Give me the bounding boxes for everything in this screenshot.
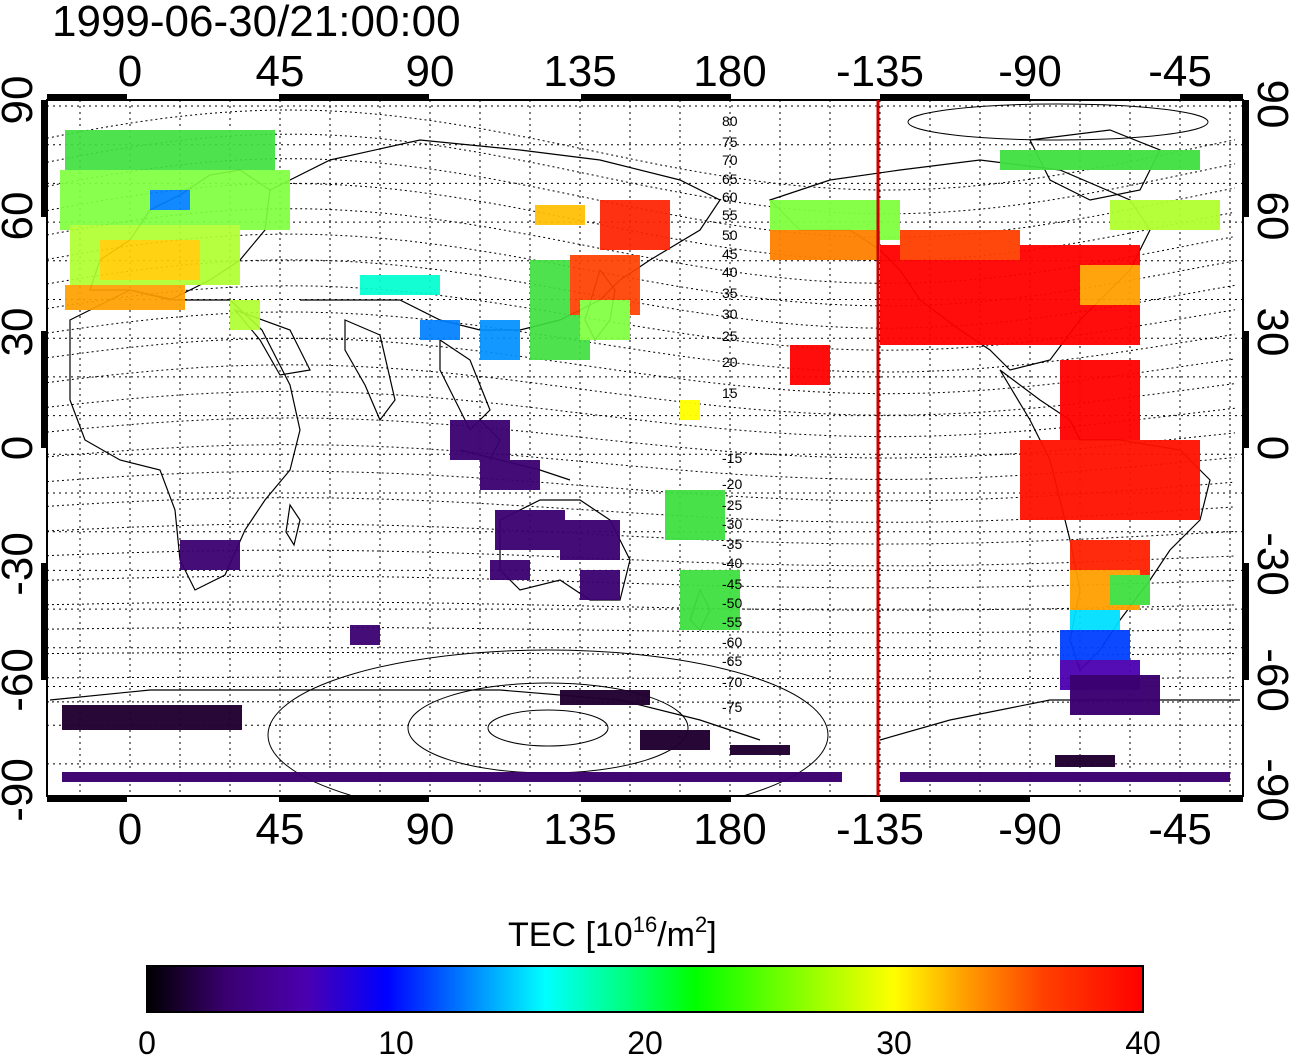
contour-label: -75	[722, 699, 742, 715]
contour-label: 35	[722, 285, 738, 301]
magnetic-contour	[47, 390, 1236, 438]
colorbar-title-sup1: 16	[633, 912, 657, 937]
magnetic-contour	[47, 109, 1236, 191]
bottom-x-tick: 135	[543, 805, 616, 854]
contour-label: -45	[722, 576, 742, 592]
axis-edge-bars	[41, 94, 1249, 802]
top-x-tick: -135	[836, 47, 924, 96]
top-x-tick: -90	[998, 47, 1062, 96]
top-x-tick: 90	[406, 47, 455, 96]
contour-labels: 80 75 70 65 60 55 50 45 40 35 30 25 20 15 -15 -20 -25 -30…	[722, 113, 742, 715]
contour-label: -25	[722, 497, 742, 513]
right-y-tick: 90	[1248, 80, 1292, 129]
left-y-tick: 30	[0, 308, 42, 357]
tec-region-australia	[180, 420, 620, 645]
bottom-x-tick: -90	[998, 805, 1062, 854]
timestamp-title: 1999-06-30/21:00:00	[52, 0, 461, 46]
magnetic-contour	[47, 601, 1236, 611]
right-y-tick: -60	[1248, 648, 1292, 712]
colorbar-tick: 20	[627, 1025, 663, 1057]
bottom-x-tick: 180	[693, 805, 766, 854]
contour-label: -65	[722, 653, 742, 669]
right-y-tick: 0	[1248, 436, 1292, 460]
tec-region-antarctica	[62, 675, 1230, 782]
tec-data-cells	[60, 130, 1230, 782]
contour-label: 40	[722, 264, 738, 280]
colorbar-tick: 10	[378, 1025, 414, 1057]
tec-region-sw-pacific	[665, 400, 740, 630]
left-y-tick: 0	[0, 436, 42, 460]
left-y-tick: -30	[0, 532, 42, 596]
top-x-tick: 45	[256, 47, 305, 96]
contour-label: -60	[722, 634, 742, 650]
right-y-tick-labels: 90 60 30 0 -30 -60 -90	[1248, 80, 1292, 822]
top-x-tick: 0	[118, 47, 142, 96]
colorbar-title-mid: /m	[657, 916, 695, 954]
contour-label: 30	[722, 306, 738, 322]
contour-label: 50	[722, 227, 738, 243]
tec-region-north-america	[770, 150, 1220, 385]
bottom-x-tick-labels: 0 45 90 135 180 -135 -90 -45	[118, 805, 1212, 854]
contour-label: 25	[722, 328, 738, 344]
colorbar-ticks: 0 10 20 30 40	[138, 1025, 1161, 1057]
contour-label: 75	[722, 134, 738, 150]
colorbar-title: TEC [1016/m2]	[508, 912, 717, 954]
colorbar-title-prefix: TEC [10	[508, 916, 633, 954]
top-x-tick: -45	[1148, 47, 1212, 96]
tec-region-south-america	[1020, 360, 1200, 690]
contour-label: -35	[722, 536, 742, 552]
bottom-x-tick: -135	[836, 805, 924, 854]
bottom-x-tick: 45	[256, 805, 305, 854]
map-panel: 80 75 70 65 60 55 50 45 40 35 30 25 20 15 -15 -20 -25 -30…	[41, 94, 1249, 802]
right-y-tick: -30	[1248, 532, 1292, 596]
top-x-tick-labels: 0 45 90 135 180 -135 -90 -45	[118, 47, 1212, 96]
contour-label: -55	[722, 614, 742, 630]
magnetic-contour	[47, 549, 1236, 567]
magnetic-contour	[47, 575, 1236, 589]
colorbar-title-sup2: 2	[695, 912, 707, 937]
contour-label: 80	[722, 113, 738, 129]
contour-label: 60	[722, 189, 738, 205]
contour-label: 55	[722, 207, 738, 223]
colorbar-tick: 40	[1125, 1025, 1161, 1057]
top-x-tick: 135	[543, 47, 616, 96]
contour-label: 45	[722, 246, 738, 262]
magnetic-contour	[47, 626, 1236, 634]
colorbar	[146, 965, 1144, 1013]
contour-label: -70	[722, 674, 742, 690]
bottom-x-tick: 0	[118, 805, 142, 854]
contour-label: -20	[722, 476, 742, 492]
contour-label: 65	[722, 171, 738, 187]
left-y-tick: -60	[0, 648, 42, 712]
bottom-x-tick: -45	[1148, 805, 1212, 854]
magnetic-contour	[47, 364, 1236, 416]
magnetic-contour	[47, 523, 1236, 545]
colorbar-title-suffix: ]	[707, 916, 716, 954]
colorbar-tick: 0	[138, 1025, 156, 1057]
contour-label: 15	[722, 385, 738, 401]
magnetic-contour	[47, 652, 1236, 656]
top-x-tick: 180	[693, 47, 766, 96]
contour-label: -30	[722, 516, 742, 532]
contour-label: -15	[722, 450, 742, 466]
contour-label: -40	[722, 555, 742, 571]
magnetic-contour	[47, 417, 1236, 459]
contour-label: -50	[722, 595, 742, 611]
left-y-tick: 60	[0, 192, 42, 241]
tec-region-europe	[60, 130, 290, 330]
tec-region-east-asia	[360, 200, 670, 360]
bottom-x-tick: 90	[406, 805, 455, 854]
right-y-tick: -90	[1248, 758, 1292, 822]
right-y-tick: 60	[1248, 192, 1292, 241]
colorbar-tick: 30	[876, 1025, 912, 1057]
contour-label: 70	[722, 152, 738, 168]
right-y-tick: 30	[1248, 308, 1292, 357]
left-y-tick-labels: 90 60 30 0 -30 -60 -90	[0, 76, 42, 822]
left-y-tick: 90	[0, 76, 42, 125]
contour-label: 20	[722, 354, 738, 370]
left-y-tick: -90	[0, 758, 42, 822]
magnetic-contour	[47, 676, 1236, 680]
